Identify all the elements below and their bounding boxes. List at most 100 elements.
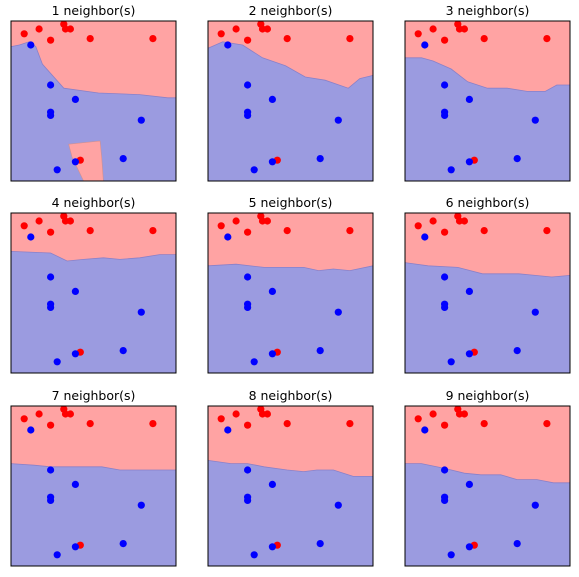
panel-title: 5 neighbor(s) (248, 195, 333, 210)
red-point (283, 420, 291, 428)
blue-point (244, 466, 252, 474)
blue-point (421, 233, 429, 241)
blue-point (316, 540, 324, 548)
red-point (244, 36, 252, 44)
plot-frame (10, 20, 177, 182)
blue-point (513, 155, 521, 163)
blue-point (137, 116, 145, 124)
red-point (66, 410, 74, 418)
blue-point (47, 466, 55, 474)
red-region (11, 406, 176, 470)
plot-area (10, 212, 177, 374)
blue-point (447, 551, 455, 559)
red-point (480, 420, 488, 428)
plot-frame (10, 212, 177, 374)
blue-point (268, 95, 276, 103)
red-point (149, 35, 157, 43)
red-point (20, 222, 28, 230)
panel-title: 7 neighbor(s) (51, 388, 136, 403)
decision-boundary (207, 460, 373, 477)
decision-boundary (10, 463, 176, 471)
blue-point (465, 480, 473, 488)
red-point (283, 227, 291, 235)
red-region (208, 213, 373, 271)
red-point (283, 35, 291, 43)
blue-point (119, 540, 127, 548)
red-point (543, 35, 551, 43)
red-point (149, 420, 157, 428)
plot-area (404, 212, 571, 374)
red-point (35, 410, 43, 418)
plot-frame (404, 212, 571, 374)
blue-point (137, 308, 145, 316)
plot-area (207, 212, 374, 374)
red-region (405, 213, 570, 277)
blue-point (441, 466, 449, 474)
panel-title: 8 neighbor(s) (248, 388, 333, 403)
blue-point (27, 233, 35, 241)
blue-point (421, 426, 429, 434)
plot-frame (404, 20, 571, 182)
blue-point (224, 41, 232, 49)
red-point (480, 35, 488, 43)
plot-area (207, 405, 374, 567)
blue-point (268, 350, 276, 358)
red-point (217, 222, 225, 230)
red-point (66, 217, 74, 225)
blue-point (27, 41, 35, 49)
red-point (441, 228, 449, 236)
red-point (86, 35, 94, 43)
red-point (47, 421, 55, 429)
red-region (11, 213, 176, 261)
plot-area (207, 20, 374, 182)
decision-boundary (10, 41, 176, 99)
blue-point (316, 347, 324, 355)
blue-point (513, 347, 521, 355)
red-point (232, 410, 240, 418)
blue-point (441, 303, 449, 311)
blue-point (268, 480, 276, 488)
plot-frame (207, 20, 374, 182)
red-point (460, 410, 468, 418)
red-point (86, 227, 94, 235)
red-point (217, 415, 225, 423)
blue-point (441, 273, 449, 281)
blue-point (53, 551, 61, 559)
blue-point (47, 496, 55, 504)
plot-frame (10, 405, 177, 567)
red-point (414, 415, 422, 423)
decision-boundary (405, 57, 570, 92)
blue-point (71, 480, 79, 488)
plot-area (10, 20, 177, 182)
decision-boundary (207, 263, 374, 272)
panel-title: 4 neighbor(s) (51, 195, 136, 210)
red-point (35, 25, 43, 33)
red-point (232, 217, 240, 225)
decision-boundary (207, 41, 374, 89)
red-point (480, 227, 488, 235)
red-point (543, 227, 551, 235)
blue-point (53, 358, 61, 366)
blue-point (53, 166, 61, 174)
blue-point (334, 308, 342, 316)
blue-point (244, 273, 252, 281)
blue-point (244, 81, 252, 89)
red-point (460, 25, 468, 33)
blue-point (224, 233, 232, 241)
blue-point (244, 111, 252, 119)
decision-boundary (405, 463, 570, 484)
blue-point (268, 543, 276, 551)
red-point (346, 420, 354, 428)
blue-point (71, 95, 79, 103)
red-point (47, 36, 55, 44)
blue-point (465, 95, 473, 103)
plot-frame (207, 212, 374, 374)
blue-point (119, 347, 127, 355)
plot-area (404, 405, 571, 567)
blue-point (447, 358, 455, 366)
blue-point (224, 426, 232, 434)
red-point (429, 25, 437, 33)
red-point (414, 222, 422, 230)
blue-point (334, 116, 342, 124)
